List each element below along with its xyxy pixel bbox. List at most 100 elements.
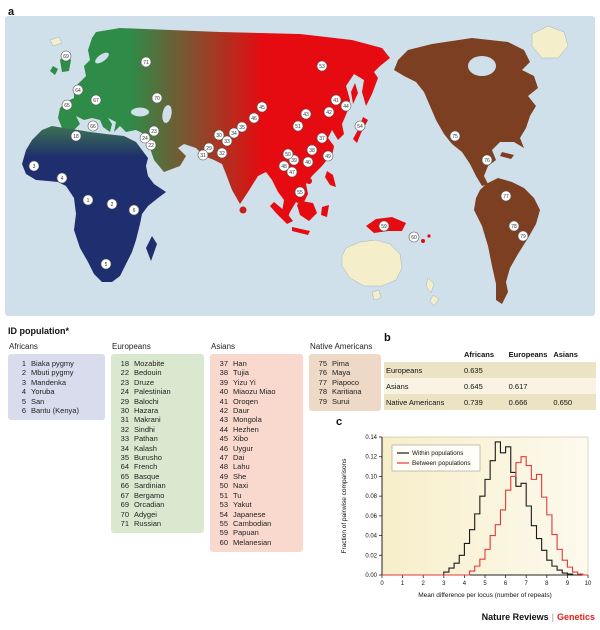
svg-text:53: 53 xyxy=(319,64,325,70)
population-marker-44: 44 xyxy=(340,100,352,112)
legend-group-title: Europeans xyxy=(112,342,151,351)
table-header-row: Africans Europeans Asians xyxy=(384,347,596,362)
population-entry: 75 Pima xyxy=(318,359,350,368)
population-marker-79: 79 xyxy=(517,230,529,242)
svg-text:79: 79 xyxy=(520,234,526,240)
svg-text:1: 1 xyxy=(87,198,90,204)
hudson-bay xyxy=(468,56,496,76)
svg-text:3: 3 xyxy=(442,581,446,587)
population-marker-59: 59 xyxy=(378,220,390,232)
svg-text:0.06: 0.06 xyxy=(365,514,377,520)
population-entry: 23 Druze xyxy=(120,377,155,387)
caspian-sea xyxy=(162,105,172,123)
population-entry: 65 Basque xyxy=(120,471,160,481)
population-entry: 45 Xibo xyxy=(219,434,249,444)
svg-text:32: 32 xyxy=(219,151,225,157)
population-marker-22: 22 xyxy=(145,139,157,151)
population-entry: 66 Sardinian xyxy=(120,481,166,491)
svg-text:33: 33 xyxy=(224,139,230,145)
population-marker-37: 37 xyxy=(316,132,328,144)
population-marker-75: 75 xyxy=(449,130,461,142)
legend-title: ID population* xyxy=(8,326,69,336)
eurasia-landmass xyxy=(58,28,390,222)
svg-text:76: 76 xyxy=(484,158,490,164)
column-header-africans: Africans xyxy=(464,350,495,359)
table-cell: 0.666 xyxy=(508,397,528,407)
madagascar-island xyxy=(146,236,157,261)
svg-text:46: 46 xyxy=(251,116,257,122)
population-entry: 2 Mbuti pygmy xyxy=(21,368,74,378)
svg-text:4: 4 xyxy=(463,581,467,587)
legend-group-asians: Asians 37 Han 38 Tujia 39 Yizu Yi 40 Miaozu Miao… xyxy=(210,342,303,553)
black-sea xyxy=(131,107,149,117)
hainan-island xyxy=(306,178,312,184)
population-entry: 33 Pathan xyxy=(120,434,158,444)
legend-group-europeans: Europeans 18 Mozabite 22 Bedouin 23 Druze 24 Pal… xyxy=(111,342,204,534)
population-marker-2: 2 xyxy=(106,198,118,210)
population-entry: 35 Burusho xyxy=(120,453,162,463)
svg-text:65: 65 xyxy=(64,103,70,109)
tasmania-island xyxy=(371,289,382,301)
svg-text:5: 5 xyxy=(483,581,487,587)
svg-text:59: 59 xyxy=(381,224,387,230)
philippines-islands xyxy=(325,171,336,187)
svg-text:2: 2 xyxy=(111,202,114,208)
svg-text:23: 23 xyxy=(151,129,157,135)
population-marker-67: 67 xyxy=(90,94,102,106)
panel-c: c 0 1 2 3 4 5 6 7 8 9 10 0.00 0.02 0.04 0.06 0.08 0.10 0.… xyxy=(336,416,596,611)
svg-text:0.02: 0.02 xyxy=(365,553,377,559)
population-entry: 43 Mongola xyxy=(219,415,262,425)
population-entry: 37 Han xyxy=(219,359,247,368)
legend-group-box: 18 Mozabite 22 Bedouin 23 Druze 24 Palestinian 2… xyxy=(111,354,204,534)
population-entry: 76 Maya xyxy=(318,368,351,378)
svg-text:1: 1 xyxy=(401,581,405,587)
population-entry: 31 Makrani xyxy=(120,415,161,425)
svg-text:0.04: 0.04 xyxy=(365,534,377,540)
between-populations-line xyxy=(382,456,588,576)
sri-lanka-island xyxy=(239,206,247,214)
population-marker-38: 38 xyxy=(306,144,318,156)
svg-text:0.00: 0.00 xyxy=(365,573,377,579)
svg-text:8: 8 xyxy=(545,581,549,587)
pairwise-difference-histogram: 0 1 2 3 4 5 6 7 8 9 10 0.00 0.02 0.04 0.06 0.08 0.10 0.12… xyxy=(341,435,592,599)
svg-text:44: 44 xyxy=(343,104,349,110)
population-entry: 54 Japanese xyxy=(219,509,266,519)
population-marker-55: 55 xyxy=(294,186,306,198)
svg-text:69: 69 xyxy=(63,54,69,60)
table-cell: 0.617 xyxy=(508,381,528,391)
svg-text:77: 77 xyxy=(503,194,509,200)
population-marker-41: 41 xyxy=(330,94,342,106)
population-marker-53: 53 xyxy=(316,60,328,72)
population-entry: 18 Mozabite xyxy=(120,359,165,368)
population-marker-6: 6 xyxy=(128,204,140,216)
svg-text:0.08: 0.08 xyxy=(365,494,377,500)
svg-text:45: 45 xyxy=(259,105,265,111)
svg-text:41: 41 xyxy=(333,98,339,104)
table-cell xyxy=(551,362,596,378)
population-entry: 64 French xyxy=(120,462,158,472)
population-entry: 40 Miaozu Miao xyxy=(219,387,276,397)
svg-text:6: 6 xyxy=(504,581,508,587)
population-entry: 69 Orcadian xyxy=(120,500,165,510)
population-entry: 5 San xyxy=(21,396,45,406)
svg-text:43: 43 xyxy=(303,112,309,118)
table-cell: 0.650 xyxy=(553,397,573,407)
legend-group-title: Africans xyxy=(9,342,38,351)
svg-text:60: 60 xyxy=(411,235,417,241)
svg-text:70: 70 xyxy=(154,96,160,102)
population-entry: 77 Piapoco xyxy=(318,377,360,387)
svg-text:37: 37 xyxy=(319,136,325,142)
tick-labels: 0 1 2 3 4 5 6 7 8 9 10 0.00 0.02 0.04 0.06 0.08 0.10 0.12… xyxy=(365,435,592,587)
population-marker-31: 31 xyxy=(197,149,209,161)
population-marker-5: 5 xyxy=(100,258,112,270)
population-marker-49: 49 xyxy=(322,150,334,162)
population-entry: 51 Tu xyxy=(219,490,242,500)
borneo-island xyxy=(297,201,317,221)
svg-text:0.10: 0.10 xyxy=(365,474,377,480)
row-label: Native Americans xyxy=(386,397,445,407)
iceland-island xyxy=(49,36,63,47)
population-marker-48: 48 xyxy=(278,160,290,172)
population-marker-34: 34 xyxy=(228,127,240,139)
population-entry: 41 Oroqen xyxy=(219,396,259,406)
